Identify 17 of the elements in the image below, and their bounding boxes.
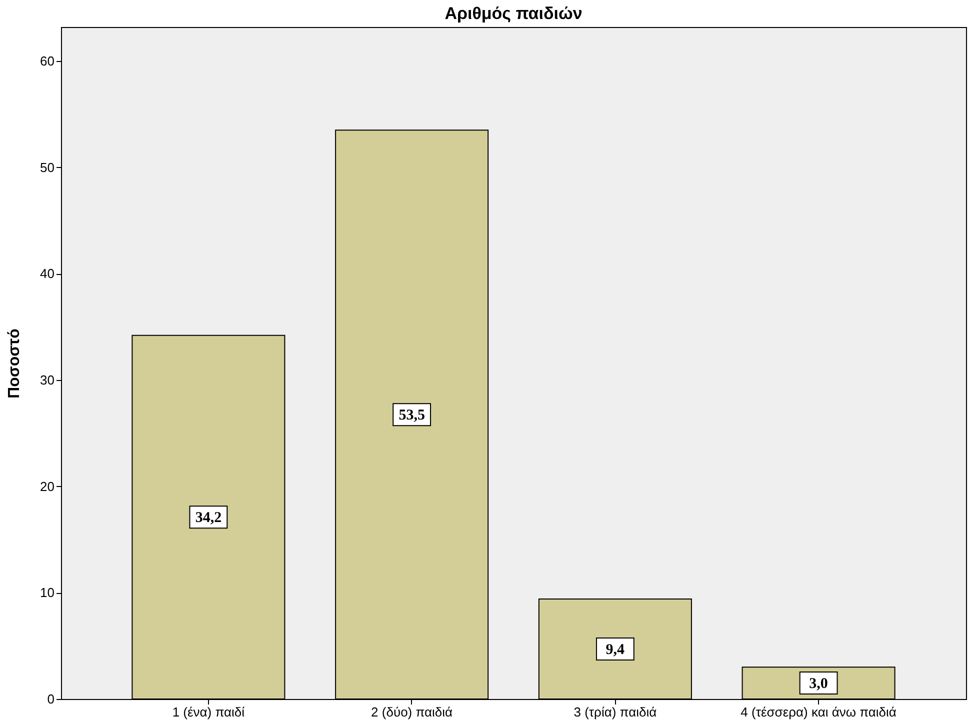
data-label: 9,4	[606, 642, 626, 658]
x-tick-label: 3 (τρία) παιδιά	[574, 704, 658, 720]
y-tick-label: 40	[40, 266, 54, 282]
y-tick-label: 50	[40, 160, 54, 175]
x-tick-label: 4 (τέσσερα) και άνω παιδιά	[740, 704, 897, 720]
y-tick-label: 10	[40, 585, 54, 600]
x-tick-label: 1 (ένα) παιδί	[172, 704, 245, 720]
y-tick-label: 20	[40, 478, 54, 494]
x-tick-label: 2 (δύο) παιδιά	[371, 704, 454, 720]
y-tick-label: 30	[40, 372, 54, 388]
y-tick-label: 0	[47, 692, 54, 706]
data-label: 53,5	[398, 408, 425, 424]
y-tick-label: 60	[40, 54, 54, 69]
data-label: 34,2	[195, 510, 222, 526]
data-label: 3,0	[809, 676, 828, 692]
y-axis-title: Ποσοστό	[6, 328, 24, 398]
chart-title: Αριθμός παιδιών	[444, 4, 582, 23]
